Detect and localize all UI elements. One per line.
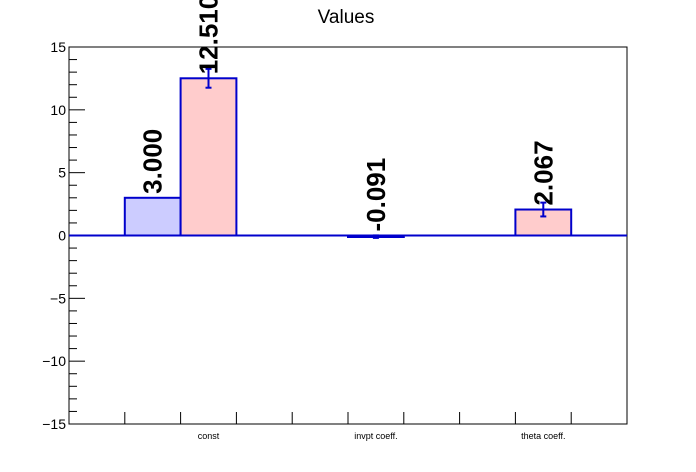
data-label: 12.510 xyxy=(194,0,224,74)
y-tick-label: −5 xyxy=(50,290,66,306)
bar xyxy=(514,208,573,237)
y-tick-label: −15 xyxy=(42,416,66,432)
y-tick-label: 15 xyxy=(50,39,66,55)
bar xyxy=(179,77,238,237)
x-category-label: invpt coeff. xyxy=(354,431,397,441)
bar xyxy=(123,196,182,237)
y-tick-label: −10 xyxy=(42,353,66,369)
data-label: -0.091 xyxy=(361,158,391,232)
data-label: 3.000 xyxy=(138,129,168,194)
data-label: 2.067 xyxy=(528,140,558,205)
chart-title: Values xyxy=(318,7,375,28)
y-tick-label: 5 xyxy=(58,165,66,181)
y-tick-label: 10 xyxy=(50,102,66,118)
y-tick-label: 0 xyxy=(58,228,66,244)
x-category-label: const xyxy=(198,431,220,441)
plot-area: −15 −10 −5 0 5 10 15 const invpt coeff. theta coe… xyxy=(42,0,628,441)
x-category-label: theta coeff. xyxy=(521,431,565,441)
